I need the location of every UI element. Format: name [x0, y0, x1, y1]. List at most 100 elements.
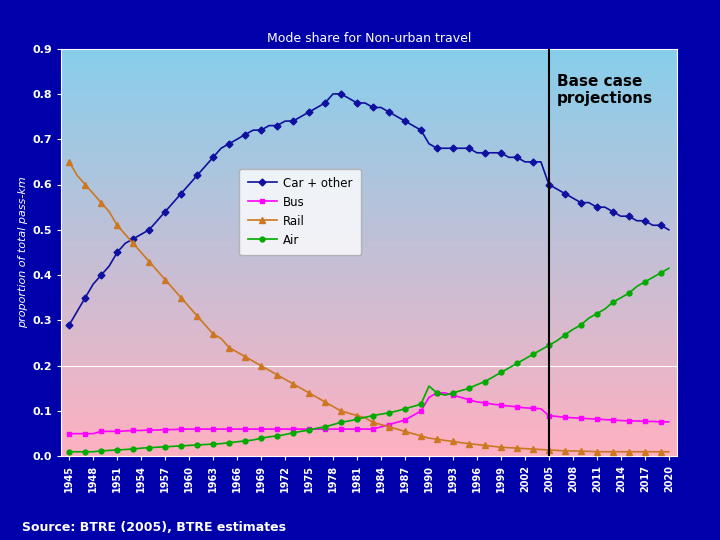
Bar — [61, 246, 677, 248]
Bar — [61, 256, 677, 259]
Bar — [61, 330, 677, 332]
Bar — [61, 179, 677, 181]
Rail — [593, 449, 601, 455]
Bus — [65, 430, 73, 437]
Bar — [61, 420, 677, 422]
Air — [449, 390, 457, 396]
Bar — [61, 114, 677, 116]
Bar — [61, 151, 677, 153]
Bar — [61, 254, 677, 256]
Bar — [61, 144, 677, 146]
Bar — [61, 367, 677, 369]
Bar — [61, 195, 677, 198]
Bus — [456, 394, 465, 401]
Bar — [61, 177, 677, 179]
Bar — [61, 401, 677, 403]
Bar — [61, 104, 677, 106]
Bar — [61, 224, 677, 226]
Bar — [61, 183, 677, 185]
Bar — [61, 417, 677, 420]
Bus — [552, 413, 561, 420]
Bar — [61, 448, 677, 450]
Bar — [61, 393, 677, 395]
Bar — [61, 198, 677, 199]
Bar — [61, 143, 677, 144]
Bar — [61, 220, 677, 222]
Bar — [61, 426, 677, 428]
Bar — [61, 81, 677, 83]
Bar — [61, 99, 677, 102]
Bar — [61, 206, 677, 207]
Bar — [61, 273, 677, 275]
Title: Mode share for Non-urban travel: Mode share for Non-urban travel — [267, 32, 471, 45]
Bus — [472, 399, 481, 405]
Bus — [433, 390, 441, 396]
Bar — [61, 377, 677, 379]
Bar — [61, 57, 677, 59]
Bar — [61, 324, 677, 326]
Bar — [61, 148, 677, 151]
Bar — [61, 187, 677, 189]
Line: Bus: Bus — [67, 390, 671, 436]
Bar — [61, 348, 677, 350]
Legend: Car + other, Bus, Rail, Air: Car + other, Bus, Rail, Air — [240, 168, 361, 255]
Bar — [61, 138, 677, 140]
Bar — [61, 102, 677, 104]
Bar — [61, 191, 677, 193]
Bar — [61, 159, 677, 161]
Bar — [61, 306, 677, 307]
Air — [273, 433, 282, 439]
Bar — [61, 232, 677, 234]
Bar — [61, 281, 677, 283]
Bar — [61, 397, 677, 399]
Bar — [61, 91, 677, 93]
Bar — [61, 450, 677, 452]
Bar — [61, 65, 677, 67]
Bar — [61, 428, 677, 430]
Bar — [61, 375, 677, 377]
Bar — [61, 344, 677, 346]
Bar — [61, 434, 677, 436]
Bar — [61, 234, 677, 236]
Bar — [61, 289, 677, 291]
Bar — [61, 248, 677, 251]
Bar — [61, 134, 677, 136]
Bar — [61, 283, 677, 285]
Bar — [61, 446, 677, 448]
Bar — [61, 364, 677, 367]
Bar — [61, 61, 677, 63]
Bus — [273, 426, 282, 433]
Bar — [61, 422, 677, 424]
Bar — [61, 295, 677, 298]
Y-axis label: proportion of total pass-km: proportion of total pass-km — [18, 177, 28, 328]
Bar — [61, 98, 677, 99]
Bar — [61, 326, 677, 328]
Bar — [61, 271, 677, 273]
Bar — [61, 67, 677, 69]
Bar — [61, 440, 677, 442]
Bar — [61, 93, 677, 96]
Bar — [61, 399, 677, 401]
Bar — [61, 240, 677, 242]
Bar — [61, 407, 677, 409]
Bar — [61, 230, 677, 232]
Bar — [61, 403, 677, 406]
Bar — [61, 436, 677, 438]
Bar — [61, 285, 677, 287]
Bar — [61, 369, 677, 370]
Text: Source: BTRE (2005), BTRE estimates: Source: BTRE (2005), BTRE estimates — [22, 521, 286, 534]
Bar — [61, 120, 677, 122]
Bar — [61, 85, 677, 87]
Car + other — [121, 240, 130, 247]
Bar — [61, 259, 677, 261]
Bar — [61, 334, 677, 336]
Rail — [65, 159, 73, 165]
Bar — [61, 442, 677, 444]
Bar — [61, 122, 677, 124]
Bar — [61, 222, 677, 224]
Bar — [61, 385, 677, 387]
Bar — [61, 207, 677, 210]
Bar — [61, 279, 677, 281]
Bar — [61, 130, 677, 132]
Bar — [61, 242, 677, 244]
